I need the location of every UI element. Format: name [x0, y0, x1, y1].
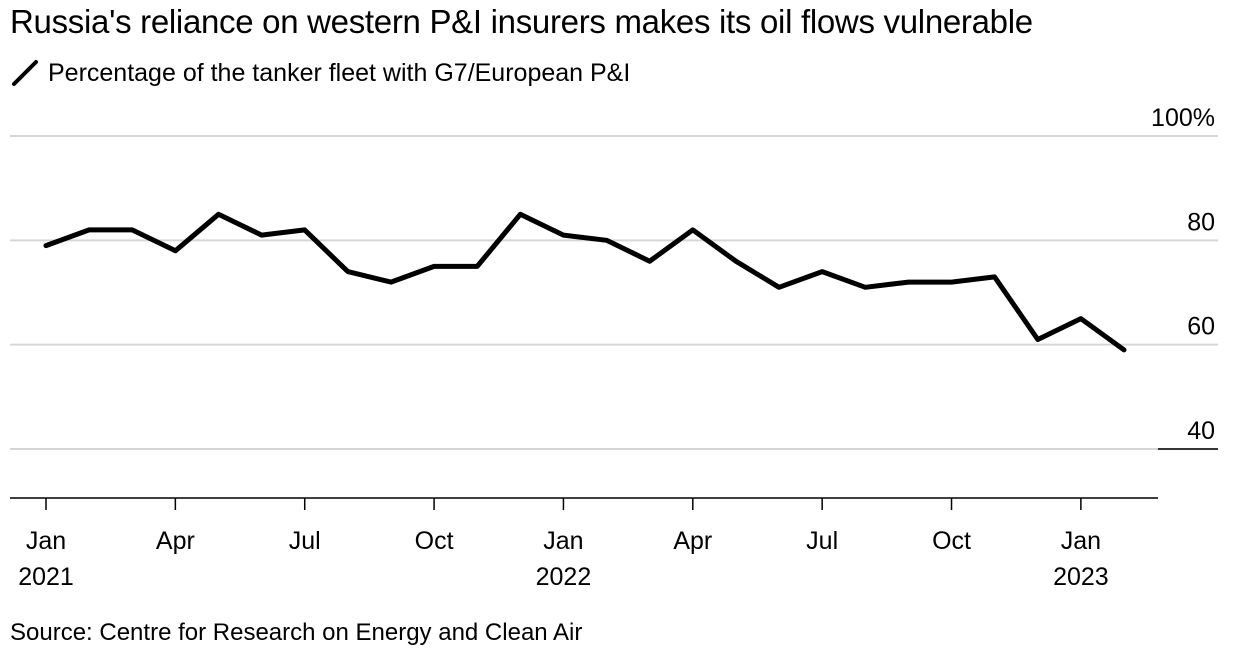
data-point: [604, 238, 609, 243]
x-tick-label: Jul: [806, 527, 838, 555]
x-tick-label: Jan: [543, 527, 583, 555]
data-point: [475, 264, 480, 269]
x-tick-label: Oct: [415, 527, 454, 555]
data-point: [647, 259, 652, 264]
series-line-0: [43, 211, 1127, 353]
data-point: [777, 285, 782, 290]
data-point: [259, 233, 264, 238]
x-tick-year-label: 2021: [18, 563, 74, 591]
x-tick-year-label: 2022: [536, 563, 592, 591]
y-tick-label: 80: [1187, 208, 1215, 236]
data-point: [44, 243, 48, 248]
x-axis: Jan 2021 Apr Jul Oct Jan 2022 Apr Jul Oct Jan 2023: [10, 497, 1158, 591]
data-point: [1035, 337, 1040, 342]
grid-lines: 100% 80 60 40: [10, 104, 1218, 450]
data-point: [518, 212, 523, 217]
data-point: [388, 280, 393, 285]
data-point: [906, 280, 911, 285]
x-tick-label: Oct: [932, 527, 971, 555]
data-point: [561, 233, 566, 238]
y-tick-label: 100%: [1151, 104, 1215, 132]
data-point: [302, 227, 307, 232]
data-point: [1122, 347, 1126, 352]
data-point: [863, 285, 868, 290]
x-tick-label: Jan: [26, 527, 66, 555]
series-layer: [43, 211, 1127, 353]
data-point: [992, 274, 997, 279]
y-tick-label: 40: [1187, 417, 1215, 445]
y-tick-label: 60: [1187, 313, 1215, 341]
legend: Percentage of the tanker fleet with G7/E…: [10, 58, 630, 88]
data-point: [820, 269, 825, 274]
data-point: [130, 227, 135, 232]
data-point: [87, 227, 92, 232]
x-tick-label: Jul: [289, 527, 321, 555]
data-point: [173, 248, 178, 253]
data-point: [690, 227, 695, 232]
legend-label: Percentage of the tanker fleet with G7/E…: [48, 58, 631, 87]
x-tick-label: Jan: [1061, 527, 1101, 555]
chart-title: Russia's reliance on western P&I insurer…: [10, 3, 1033, 40]
source-note: Source: Centre for Research on Energy an…: [10, 619, 583, 646]
data-point: [949, 280, 954, 285]
data-point: [733, 259, 738, 264]
data-point: [216, 212, 221, 217]
x-tick-year-label: 2023: [1053, 563, 1109, 591]
x-tick-label: Apr: [156, 527, 195, 555]
x-tick-label: Apr: [673, 527, 712, 555]
legend-line-icon: [12, 60, 38, 86]
data-point: [345, 269, 350, 274]
data-point: [432, 264, 437, 269]
data-point: [1078, 316, 1083, 321]
